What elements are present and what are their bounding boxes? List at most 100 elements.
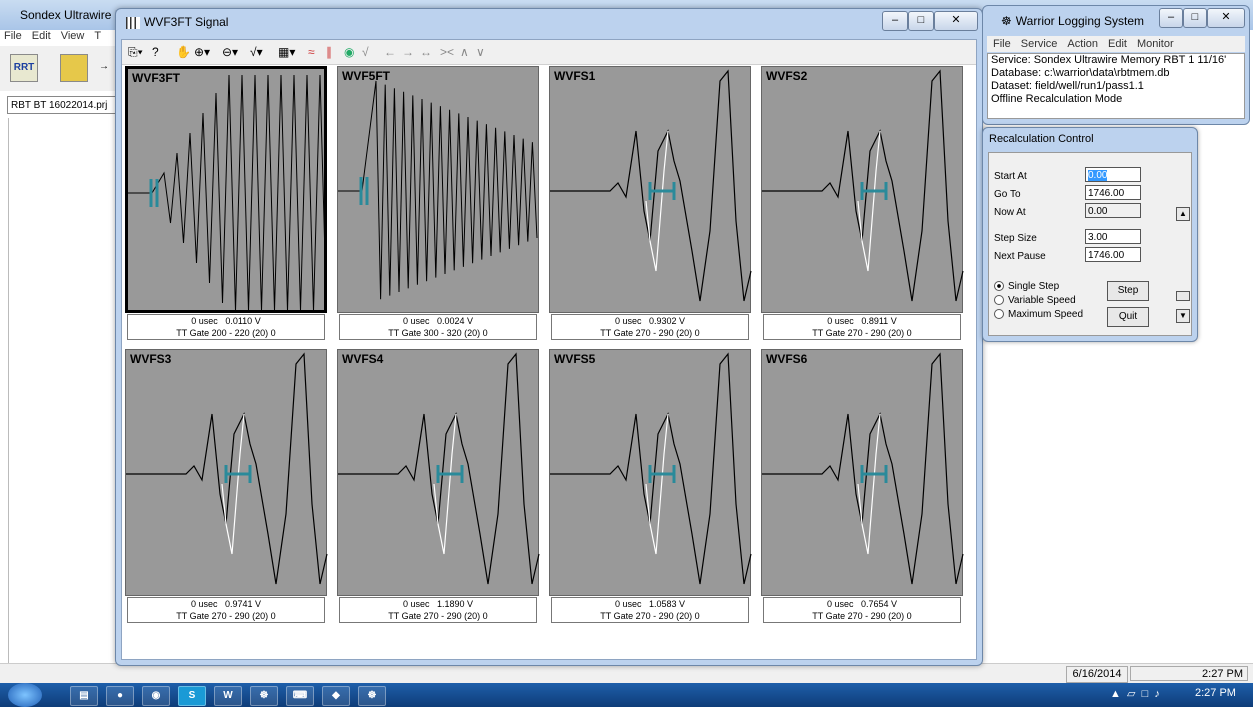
waveform-icon[interactable]: √▾ (250, 45, 263, 59)
tray-icons[interactable]: ▲ ▱ □ ♪ (1110, 688, 1160, 700)
signal-plot[interactable]: WVFS1 (549, 66, 752, 313)
terminal-icon[interactable]: ⌨ (286, 686, 314, 706)
background-toolbar: RRT → (0, 46, 120, 91)
signal-panel[interactable]: WVFS4 0 usec 1.1890 V TT Gate 270 - 290 (… (337, 349, 540, 627)
waveform-line (762, 352, 964, 585)
step-size-field[interactable]: 3.00 (1085, 229, 1141, 244)
readout-time: 0 usec (191, 316, 218, 326)
menu-edit[interactable]: Edit (1108, 38, 1127, 50)
status-date: 6/16/2014 (1066, 666, 1128, 683)
scroll-thumb[interactable] (1176, 291, 1190, 301)
arrow-right-icon[interactable]: → (402, 45, 414, 59)
firefox-icon[interactable]: ● (106, 686, 134, 706)
channel-label: WVFS1 (554, 69, 596, 83)
go-to-label: Go To (994, 189, 1021, 200)
go-to-field[interactable]: 1746.00 (1085, 185, 1141, 200)
signal-plot[interactable]: WVFS6 (761, 349, 964, 596)
maximize-button[interactable]: □ (1183, 8, 1207, 28)
waveform-line (126, 352, 328, 585)
warrior2-icon[interactable]: ☸ (358, 686, 386, 706)
warrior-icon[interactable]: ☸ (250, 686, 278, 706)
menu-edit[interactable]: Edit (31, 30, 51, 42)
color-icon[interactable]: ◉ (344, 45, 355, 59)
signal-window-title: WVF3FT Signal (126, 15, 228, 29)
step-size-label: Step Size (994, 233, 1037, 244)
pan-icon[interactable]: ✋ (176, 45, 191, 59)
zoom-in-icon[interactable]: ⊕▾ (194, 45, 211, 59)
project-field[interactable]: RBT BT 16022014.prj (7, 96, 119, 114)
readout-gate: TT Gate 270 - 290 (20) 0 (176, 611, 276, 621)
quit-button[interactable]: Quit (1107, 307, 1149, 327)
channel-label: WVFS5 (554, 352, 596, 366)
signal-window-title-text: WVF3FT Signal (144, 15, 229, 29)
menu-file[interactable]: File (4, 30, 22, 42)
scroll-down-icon[interactable]: ▼ (1176, 309, 1190, 323)
chrome-icon[interactable]: ◉ (142, 686, 170, 706)
menu-action[interactable]: Action (1067, 38, 1098, 50)
signal-readout: 0 usec 0.9302 V TT Gate 270 - 290 (20) 0 (551, 314, 749, 340)
grid-icon[interactable]: ▦▾ (278, 45, 296, 59)
channel-label: WVF3FT (132, 71, 180, 85)
signal-plot[interactable]: WVF3FT (125, 66, 327, 313)
trace-icon[interactable]: √ (362, 45, 369, 59)
menu-view[interactable]: View (60, 30, 85, 42)
calculator-icon[interactable] (60, 54, 88, 82)
signal-plot[interactable]: WVF5FT (337, 66, 539, 313)
word-icon[interactable]: W (214, 686, 242, 706)
signal-plot[interactable]: WVFS3 (125, 349, 328, 596)
signal-panel[interactable]: WVFS5 0 usec 1.0583 V TT Gate 270 - 290 (… (549, 349, 752, 627)
signal-panel[interactable]: WVF5FT 0 usec 0.0024 V TT Gate 300 - 320 … (337, 66, 539, 344)
channel-label: WVFS6 (766, 352, 808, 366)
minimize-button[interactable]: – (882, 11, 908, 31)
tray-clock[interactable]: 2:27 PM (1195, 687, 1236, 699)
filter-icon[interactable]: ≈ (308, 45, 315, 59)
close-button[interactable]: ✕ (1207, 8, 1245, 28)
waveform-line (338, 80, 538, 300)
menu-file[interactable]: File (993, 38, 1011, 50)
menu-monitor[interactable]: Monitor (1136, 38, 1174, 50)
step-button[interactable]: Step (1107, 281, 1149, 301)
readout-time: 0 usec (614, 316, 642, 326)
signal-panel[interactable]: WVF3FT 0 usec 0.0110 V TT Gate 200 - 220 … (125, 66, 327, 344)
background-app-title: Sondex Ultrawire I (20, 8, 119, 22)
next-pause-field[interactable]: 1746.00 (1085, 247, 1141, 262)
minimize-button[interactable]: – (1159, 8, 1183, 28)
readout-value: 0.8911 V (861, 316, 897, 326)
down-icon[interactable]: ∨ (476, 45, 485, 59)
compress-icon[interactable]: >< (440, 45, 455, 59)
signal-plot[interactable]: WVFS5 (549, 349, 752, 596)
maximize-button[interactable]: □ (908, 11, 934, 31)
signal-panel[interactable]: WVFS1 0 usec 0.9302 V TT Gate 270 - 290 (… (549, 66, 752, 344)
display-icon[interactable]: ⎘▾ (128, 45, 143, 59)
signal-panel[interactable]: WVFS6 0 usec 0.7654 V TT Gate 270 - 290 (… (761, 349, 964, 627)
rrt-button[interactable]: RRT (10, 54, 38, 82)
arrow-left-icon[interactable]: ← (384, 45, 396, 59)
gate-icon[interactable]: ∥ (326, 45, 332, 59)
variable-speed-radio[interactable]: Variable Speed (994, 295, 1076, 306)
signal-trace (128, 74, 327, 312)
scroll-up-icon[interactable]: ▲ (1176, 207, 1190, 221)
start-button[interactable] (8, 683, 42, 707)
expand-icon[interactable]: ↔ (420, 45, 432, 59)
close-button[interactable]: ✕ (934, 11, 978, 31)
single-step-radio[interactable]: Single Step (994, 281, 1059, 292)
tool-icon[interactable]: → (94, 54, 114, 80)
signal-panel[interactable]: WVFS3 0 usec 0.9741 V TT Gate 270 - 290 (… (125, 349, 328, 627)
start-at-field[interactable]: 0.00 (1085, 167, 1141, 182)
signal-plot[interactable]: WVFS4 (337, 349, 540, 596)
signal-panel[interactable]: WVFS2 0 usec 0.8911 V TT Gate 270 - 290 (… (761, 66, 964, 344)
start-at-value: 0.00 (1088, 170, 1108, 181)
maximum-speed-radio[interactable]: Maximum Speed (994, 309, 1083, 320)
signal-plot[interactable]: WVFS2 (761, 66, 964, 313)
sondex-icon[interactable]: ◆ (322, 686, 350, 706)
waveform-highlight (433, 413, 457, 555)
readout-time: 0 usec (827, 316, 854, 326)
help-icon[interactable]: ? (152, 45, 159, 59)
up-icon[interactable]: ∧ (460, 45, 469, 59)
menu-tools[interactable]: T (94, 30, 102, 42)
menu-service[interactable]: Service (1020, 38, 1058, 50)
skype-icon[interactable]: S (178, 686, 206, 706)
signal-trace (550, 69, 752, 302)
explorer-icon[interactable]: ▤ (70, 686, 98, 706)
zoom-out-icon[interactable]: ⊖▾ (222, 45, 239, 59)
